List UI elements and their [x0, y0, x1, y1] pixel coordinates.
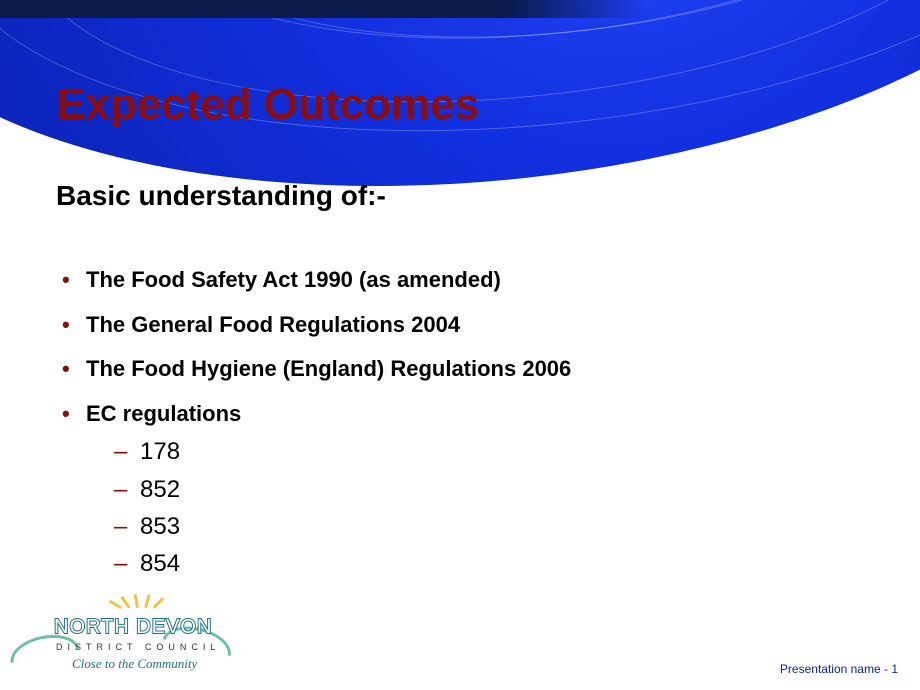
north-devon-logo: NORTH DEVON DISTRICT COUNCIL Close to th…	[14, 594, 224, 684]
slide-subtitle: Basic understanding of:-	[56, 180, 864, 212]
sub-item: 853	[86, 511, 864, 542]
sub-list: 178 852 853 854	[86, 436, 864, 579]
slide: Expected Outcomes Basic understanding of…	[0, 0, 920, 690]
bullet-text: EC regulations	[86, 401, 241, 426]
footer-text: Presentation name - 1	[780, 662, 898, 676]
sub-item: 178	[86, 436, 864, 467]
sub-item: 854	[86, 548, 864, 579]
bullet-text: The Food Hygiene (England) Regulations 2…	[86, 356, 571, 381]
bullet-item: The Food Hygiene (England) Regulations 2…	[56, 355, 864, 384]
logo-wordmark: NORTH DEVON	[54, 616, 212, 639]
logo-subtitle: DISTRICT COUNCIL	[56, 642, 220, 652]
bullet-item: The Food Safety Act 1990 (as amended)	[56, 266, 864, 295]
bullet-text: The General Food Regulations 2004	[86, 312, 460, 337]
slide-title: Expected Outcomes	[56, 80, 864, 130]
bullet-text: The Food Safety Act 1990 (as amended)	[86, 267, 501, 292]
logo-tagline: Close to the Community	[72, 656, 197, 672]
sub-item: 852	[86, 474, 864, 505]
bullet-item: EC regulations 178 852 853 854	[56, 400, 864, 579]
bullet-item: The General Food Regulations 2004	[56, 311, 864, 340]
bullet-list: The Food Safety Act 1990 (as amended) Th…	[56, 266, 864, 579]
content-area: Expected Outcomes Basic understanding of…	[56, 80, 864, 595]
top-band	[0, 0, 920, 18]
